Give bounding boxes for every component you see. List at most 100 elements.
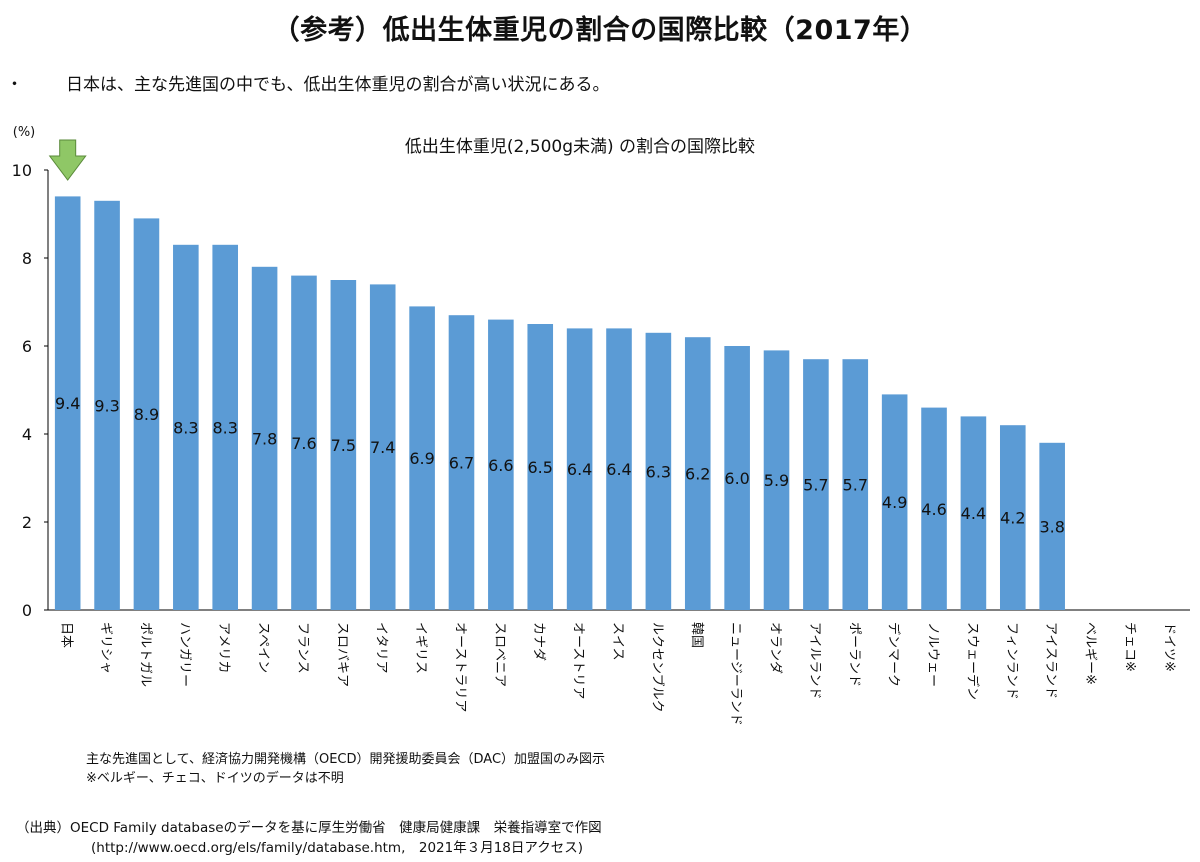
bar-value-label: 8.3 — [173, 418, 198, 437]
x-tick-label: イギリス — [413, 622, 428, 674]
chart-notes: 主な先進国として、経済協力開発機構（OECD）開発援助委員会（DAC）加盟国のみ… — [86, 750, 605, 788]
x-tick-label: 日本 — [59, 622, 74, 648]
bar-value-label: 7.8 — [252, 429, 277, 448]
chart-title: 低出生体重児(2,500g未満) の割合の国際比較 — [405, 137, 755, 157]
bar-value-label: 6.5 — [528, 458, 553, 477]
subtitle: 日本は、主な先進国の中でも、低出生体重児の割合が高い状況にある。 — [66, 75, 610, 95]
subtitle-row: ・ 日本は、主な先進国の中でも、低出生体重児の割合が高い状況にある。 — [6, 70, 610, 95]
bar-value-label: 7.6 — [291, 434, 316, 453]
bar-value-label: 4.4 — [961, 504, 986, 523]
bar-value-label: 9.4 — [55, 394, 80, 413]
x-tick-label: アイスランド — [1043, 622, 1058, 699]
note-line-1: 主な先進国として、経済協力開発機構（OECD）開発援助委員会（DAC）加盟国のみ… — [86, 752, 606, 767]
bar-value-label: 4.6 — [921, 500, 946, 519]
x-tick-label: ポルトガル — [137, 622, 152, 687]
x-tick-label: チェコ※ — [1122, 622, 1137, 672]
bar — [566, 328, 593, 610]
bar-value-label: 5.7 — [843, 476, 868, 495]
x-tick-label: ベルギー※ — [1083, 622, 1098, 685]
bar — [1039, 442, 1065, 610]
bar — [94, 200, 120, 611]
bar-value-label: 6.3 — [646, 462, 671, 481]
bar-value-label: 4.9 — [882, 493, 907, 512]
source-line-2: (http://www.oecd.org/els/family/database… — [91, 840, 583, 856]
bar — [409, 306, 435, 610]
x-tick-label: フィンランド — [1004, 622, 1019, 700]
x-tick-label: イタリア — [374, 622, 389, 673]
bar — [54, 196, 81, 610]
x-tick-label: 韓国 — [689, 622, 704, 648]
bar — [330, 280, 357, 610]
y-tick-label: 0 — [22, 601, 32, 620]
plot-area: 0 2 4 6 8 10 9.4 日本 9.3 ギリシャ 8.9 ポルトガル 8.3 ハンガリー 8.3 アメ… — [12, 139, 1190, 726]
bar-value-label: 7.4 — [370, 438, 395, 457]
x-tick-label: デンマーク — [886, 622, 902, 687]
bar-value-label: 5.9 — [764, 471, 789, 490]
bar — [724, 346, 750, 610]
page-title: （参考）低出生体重児の割合の国際比較（2017年） — [272, 15, 928, 46]
note-line-2: ※ベルギー、チェコ、ドイツのデータは不明 — [86, 771, 344, 786]
bar — [173, 244, 199, 611]
bar-value-label: 8.9 — [134, 405, 159, 424]
source-line-1: （出典）OECD Family databaseのデータを基に厚生労働省 健康局… — [16, 820, 602, 836]
bar-value-label: 5.7 — [803, 476, 828, 495]
bar-value-label: 6.2 — [685, 465, 710, 484]
x-tick-label: カナダ — [531, 622, 546, 661]
y-tick-label: 4 — [22, 425, 32, 444]
bar — [921, 407, 947, 610]
x-tick-label: スウェーデン — [964, 622, 980, 700]
bar — [251, 266, 278, 610]
x-tick-label: アメリカ — [216, 622, 231, 673]
bullet: ・ — [6, 75, 23, 95]
x-tick-label: アイルランド — [807, 622, 822, 699]
bar — [291, 275, 317, 610]
bar-value-label: 6.6 — [488, 456, 513, 475]
x-tick-label: オーストリア — [571, 622, 586, 699]
bar — [133, 218, 160, 610]
bar-value-label: 6.4 — [606, 460, 631, 479]
y-tick-label: 10 — [12, 161, 32, 180]
highlight-arrow-icon — [48, 139, 87, 181]
bar-value-label: 6.4 — [567, 460, 592, 479]
bar-value-label: 6.0 — [724, 469, 749, 488]
x-tick-label: スイス — [610, 622, 625, 661]
x-tick-label: オーストラリア — [452, 622, 467, 712]
bar — [488, 319, 514, 610]
x-tick-label: ノルウェー — [925, 622, 940, 687]
x-tick-label: ハンガリー — [177, 622, 192, 687]
bar — [212, 244, 239, 611]
x-tick-label: フランス — [295, 622, 310, 674]
bar — [803, 359, 829, 610]
x-tick-label: オランダ — [768, 622, 783, 674]
bar — [606, 328, 632, 610]
y-tick-label: 6 — [22, 337, 32, 356]
bar-value-label: 6.7 — [449, 454, 474, 473]
bar-value-label: 3.8 — [1039, 517, 1064, 536]
x-tick-label: ドイツ※ — [1161, 622, 1176, 672]
bar — [369, 284, 396, 610]
bar-chart: 低出生体重児(2,500g未満) の割合の国際比較 (%) 0 2 4 6 8 10 9.4… — [12, 125, 1190, 726]
y-tick-label: 2 — [22, 513, 32, 532]
bar — [645, 332, 672, 610]
x-tick-label: ギリシャ — [98, 622, 113, 674]
source-citation: （出典）OECD Family databaseのデータを基に厚生労働省 健康局… — [16, 818, 602, 858]
y-axis-unit-label: (%) — [13, 125, 36, 140]
x-tick-label: ポーランド — [846, 622, 861, 687]
bar — [842, 359, 869, 610]
bar-value-label: 6.9 — [409, 449, 434, 468]
x-tick-label: スロバキア — [334, 622, 349, 687]
bar — [684, 337, 711, 610]
bar — [881, 394, 908, 610]
x-tick-label: ルクセンブルク — [649, 622, 665, 713]
bar — [448, 315, 475, 610]
x-tick-label: スロベニア — [492, 622, 507, 687]
bar — [960, 416, 987, 610]
x-tick-label: ニュージーランド — [728, 622, 743, 726]
bar-value-label: 8.3 — [212, 418, 237, 437]
x-tick-label: スペイン — [256, 622, 271, 673]
bar-value-label: 4.2 — [1000, 509, 1025, 528]
bar-value-label: 7.5 — [331, 436, 356, 455]
bar — [527, 324, 554, 610]
bar-value-label: 9.3 — [94, 396, 119, 415]
bar — [999, 425, 1026, 610]
